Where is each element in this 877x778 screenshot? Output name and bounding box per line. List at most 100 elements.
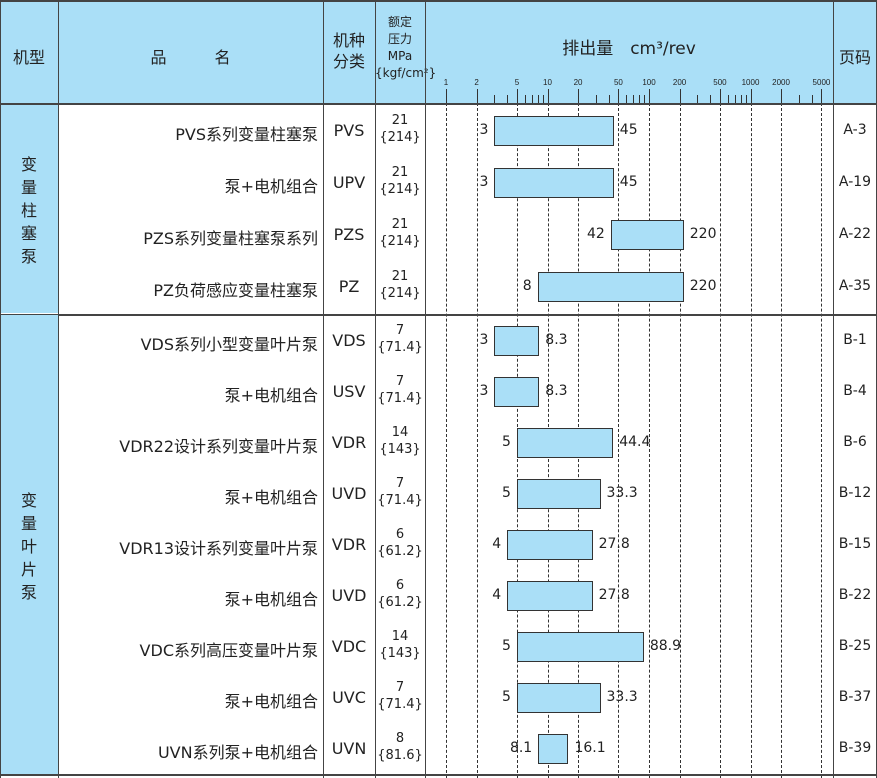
tick-label: 10 bbox=[543, 78, 552, 87]
gridline bbox=[618, 103, 620, 778]
gridline bbox=[679, 103, 681, 778]
tick-label: 20 bbox=[573, 78, 583, 87]
displacement-bar bbox=[516, 682, 601, 713]
min-label: 8 bbox=[522, 278, 532, 294]
displacement-bar bbox=[507, 529, 593, 560]
rated-pressure: 6 bbox=[395, 577, 405, 593]
column-divider bbox=[0, 0, 1, 778]
tick-major bbox=[781, 89, 783, 103]
page-ref: B-15 bbox=[838, 535, 872, 552]
rated-pressure: 7 bbox=[395, 679, 405, 695]
gridline bbox=[446, 103, 447, 778]
tick-major bbox=[578, 89, 580, 103]
rated-pressure-kgf: {61.2} bbox=[377, 543, 423, 559]
tick-label: 5000 bbox=[812, 78, 831, 87]
product-code: UVD bbox=[331, 585, 367, 605]
product-code: VDS bbox=[332, 330, 366, 350]
group-label: 变 量 叶 片 泵 bbox=[20, 490, 37, 602]
product-name: 泵+电机组合 bbox=[224, 487, 318, 507]
gridline bbox=[781, 103, 783, 778]
min-label: 3 bbox=[479, 122, 489, 138]
rated-pressure-kgf: {143} bbox=[379, 441, 421, 457]
tick-major bbox=[516, 89, 518, 103]
product-code: UVC bbox=[332, 687, 366, 707]
product-code: VDC bbox=[331, 636, 367, 656]
tick-major bbox=[719, 89, 721, 103]
tick-label: 50 bbox=[613, 78, 623, 87]
page-ref: A-35 bbox=[838, 278, 872, 294]
rated-pressure-kgf: {81.6} bbox=[377, 747, 423, 763]
header-divider bbox=[0, 103, 877, 105]
page-ref: A-19 bbox=[838, 174, 872, 190]
page-ref: B-25 bbox=[838, 637, 872, 654]
displacement-bar bbox=[494, 168, 614, 198]
header-row bbox=[0, 0, 877, 103]
rated-pressure-kgf: {71.4} bbox=[377, 390, 423, 406]
displacement-bar bbox=[516, 427, 614, 458]
page-ref: B-1 bbox=[843, 331, 867, 348]
group-cell bbox=[0, 315, 58, 774]
rated-pressure-kgf: {71.4} bbox=[377, 696, 423, 712]
product-name: 泵+电机组合 bbox=[224, 385, 318, 405]
product-name: PZ负荷感应变量柱塞泵 bbox=[153, 281, 318, 300]
rated-pressure: 7 bbox=[395, 475, 405, 491]
tick-minor bbox=[542, 95, 544, 103]
tick-minor bbox=[710, 95, 712, 103]
product-name: PZS系列变量柱塞泵系列 bbox=[143, 229, 318, 248]
group-divider bbox=[0, 774, 877, 776]
min-label: 5 bbox=[502, 637, 511, 654]
rated-pressure: 21 bbox=[391, 217, 409, 232]
product-name: VDC系列高压变量叶片泵 bbox=[139, 640, 318, 660]
tick-major bbox=[476, 89, 478, 103]
tick-major bbox=[446, 89, 447, 103]
tick-label: 500 bbox=[713, 78, 727, 87]
page-ref: B-4 bbox=[843, 382, 867, 399]
tick-minor bbox=[531, 95, 533, 103]
tick-major bbox=[547, 89, 549, 103]
product-name: UVN系列泵+电机组合 bbox=[157, 742, 318, 762]
max-label: 8.3 bbox=[545, 331, 568, 348]
product-code: UVN bbox=[331, 738, 367, 758]
product-name: VDR13设计系列变量叶片泵 bbox=[119, 538, 318, 558]
min-label: 8.1 bbox=[509, 739, 533, 756]
max-label: 44.4 bbox=[619, 433, 651, 450]
gridline bbox=[750, 103, 752, 778]
product-code: PZ bbox=[338, 277, 360, 296]
displacement-bar bbox=[494, 376, 540, 407]
rated-pressure: 21 bbox=[391, 269, 409, 284]
min-label: 3 bbox=[479, 331, 489, 348]
max-label: 16.1 bbox=[574, 739, 606, 756]
min-label: 4 bbox=[492, 535, 502, 552]
rated-pressure-kgf: {214} bbox=[379, 234, 421, 249]
rated-pressure: 7 bbox=[395, 322, 405, 338]
rated-pressure: 21 bbox=[391, 165, 409, 180]
max-label: 45 bbox=[619, 122, 638, 138]
tick-major bbox=[750, 89, 752, 103]
rated-pressure: 8 bbox=[395, 730, 405, 746]
rated-pressure-kgf: {214} bbox=[379, 182, 421, 197]
displacement-bar bbox=[516, 631, 644, 662]
product-code: UVD bbox=[331, 483, 367, 503]
max-label: 33.3 bbox=[606, 484, 638, 501]
tick-minor bbox=[639, 95, 641, 103]
min-label: 5 bbox=[502, 688, 511, 705]
tick-minor bbox=[697, 95, 699, 103]
product-code: USV bbox=[332, 381, 366, 401]
product-name: VDR22设计系列变量叶片泵 bbox=[119, 436, 318, 456]
tick-label: 1000 bbox=[741, 78, 760, 87]
rated-pressure: 14 bbox=[391, 628, 409, 644]
rated-pressure-kgf: {71.4} bbox=[377, 339, 423, 355]
tick-minor bbox=[644, 95, 646, 103]
rated-pressure-kgf: {71.4} bbox=[377, 492, 423, 508]
tick-minor bbox=[734, 95, 736, 103]
tick-minor bbox=[537, 95, 539, 103]
rated-pressure-kgf: {214} bbox=[379, 130, 421, 145]
gridline bbox=[719, 103, 721, 778]
tick-minor bbox=[626, 95, 628, 103]
page-ref: B-12 bbox=[838, 484, 872, 501]
page-ref: A-22 bbox=[838, 226, 872, 242]
min-label: 3 bbox=[479, 174, 489, 190]
displacement-bar bbox=[537, 272, 684, 302]
page-ref: B-22 bbox=[838, 586, 872, 603]
